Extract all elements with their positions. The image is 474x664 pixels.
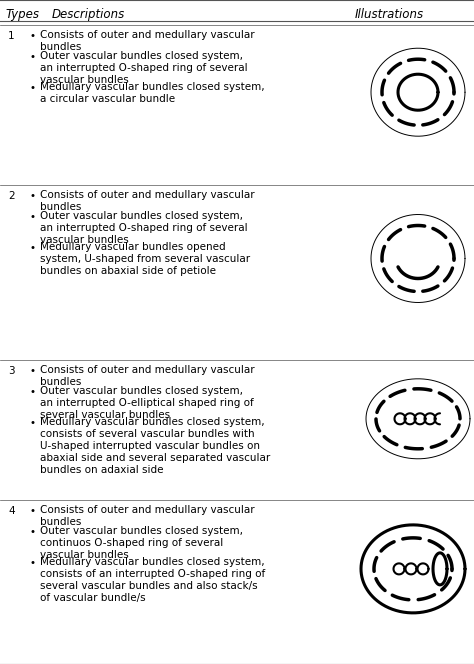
Text: •: • (30, 558, 36, 568)
Text: •: • (30, 52, 36, 62)
Text: •: • (30, 31, 36, 41)
Text: Medullary vascular bundles closed system,
a circular vascular bundle: Medullary vascular bundles closed system… (40, 82, 264, 104)
Text: Consists of outer and medullary vascular
bundles: Consists of outer and medullary vascular… (40, 30, 255, 52)
Text: Medullary vascular bundles opened
system, U-shaped from several vascular
bundles: Medullary vascular bundles opened system… (40, 242, 250, 276)
Text: •: • (30, 506, 36, 516)
Text: Types: Types (6, 8, 40, 21)
Text: 2: 2 (8, 191, 15, 201)
Text: Consists of outer and medullary vascular
bundles: Consists of outer and medullary vascular… (40, 365, 255, 387)
Text: Consists of outer and medullary vascular
bundles: Consists of outer and medullary vascular… (40, 505, 255, 527)
Text: •: • (30, 191, 36, 201)
Text: 3: 3 (8, 366, 15, 376)
Text: Descriptions: Descriptions (52, 8, 125, 21)
Text: •: • (30, 418, 36, 428)
Text: Medullary vascular bundles closed system,
consists of several vascular bundles w: Medullary vascular bundles closed system… (40, 417, 270, 475)
Text: 1: 1 (8, 31, 15, 41)
Text: •: • (30, 243, 36, 253)
Text: Outer vascular bundles closed system,
an interrupted O-shaped ring of several
va: Outer vascular bundles closed system, an… (40, 51, 247, 85)
Text: •: • (30, 212, 36, 222)
Text: •: • (30, 83, 36, 93)
Text: 4: 4 (8, 506, 15, 516)
Text: Medullary vascular bundles closed system,
consists of an interrupted O-shaped ri: Medullary vascular bundles closed system… (40, 557, 265, 603)
Text: •: • (30, 527, 36, 537)
Text: Outer vascular bundles closed system,
continuos O-shaped ring of several
vascula: Outer vascular bundles closed system, co… (40, 526, 243, 560)
Text: Outer vascular bundles closed system,
an interrupted O-elliptical shaped ring of: Outer vascular bundles closed system, an… (40, 386, 254, 420)
Text: Consists of outer and medullary vascular
bundles: Consists of outer and medullary vascular… (40, 190, 255, 212)
Text: Outer vascular bundles closed system,
an interrupted O-shaped ring of several
va: Outer vascular bundles closed system, an… (40, 211, 247, 245)
Text: Illustrations: Illustrations (355, 8, 424, 21)
Text: •: • (30, 387, 36, 397)
Text: •: • (30, 366, 36, 376)
